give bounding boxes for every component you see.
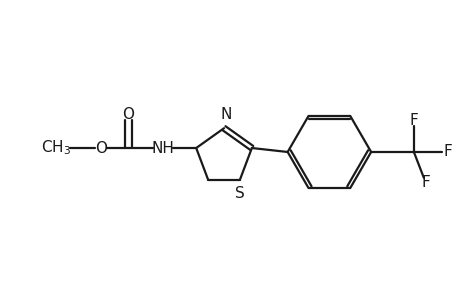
Text: F: F	[442, 145, 451, 160]
Text: F: F	[409, 113, 417, 128]
Text: F: F	[420, 175, 429, 190]
Text: O: O	[123, 107, 134, 122]
Text: O: O	[95, 140, 106, 155]
Text: N: N	[220, 107, 231, 122]
Text: CH$_3$: CH$_3$	[41, 139, 71, 158]
Text: NH: NH	[151, 140, 174, 155]
Text: S: S	[235, 186, 244, 201]
